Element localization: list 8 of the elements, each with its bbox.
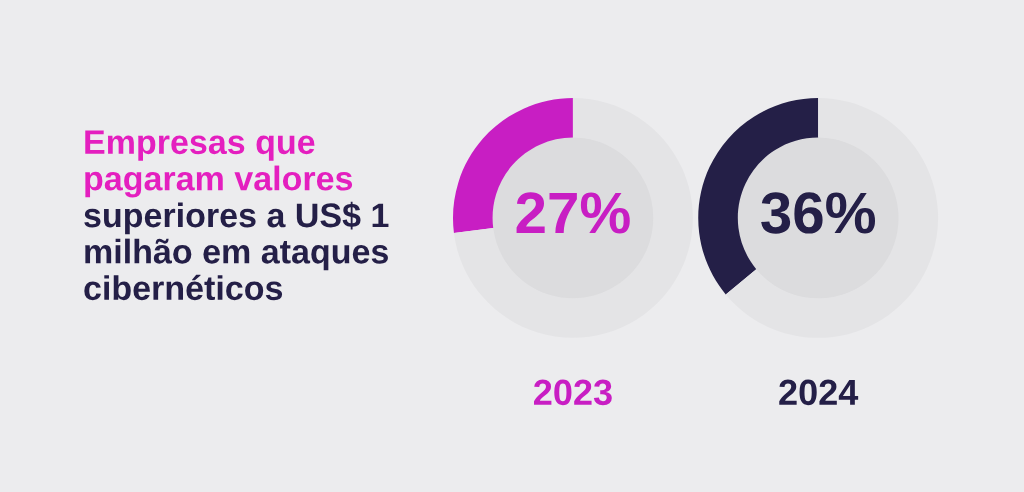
data-label: 27% <box>516 192 630 234</box>
data-label: 36% <box>761 192 876 234</box>
text: superiores a US$ 1 milhão em ataques cibernéticos <box>84 201 389 301</box>
text: Empresas que pagaram valores <box>85 130 353 198</box>
text: 2024 <box>779 379 859 406</box>
donut-slice <box>453 98 693 338</box>
text: 2023 <box>534 379 612 406</box>
donut-slice <box>725 98 939 338</box>
